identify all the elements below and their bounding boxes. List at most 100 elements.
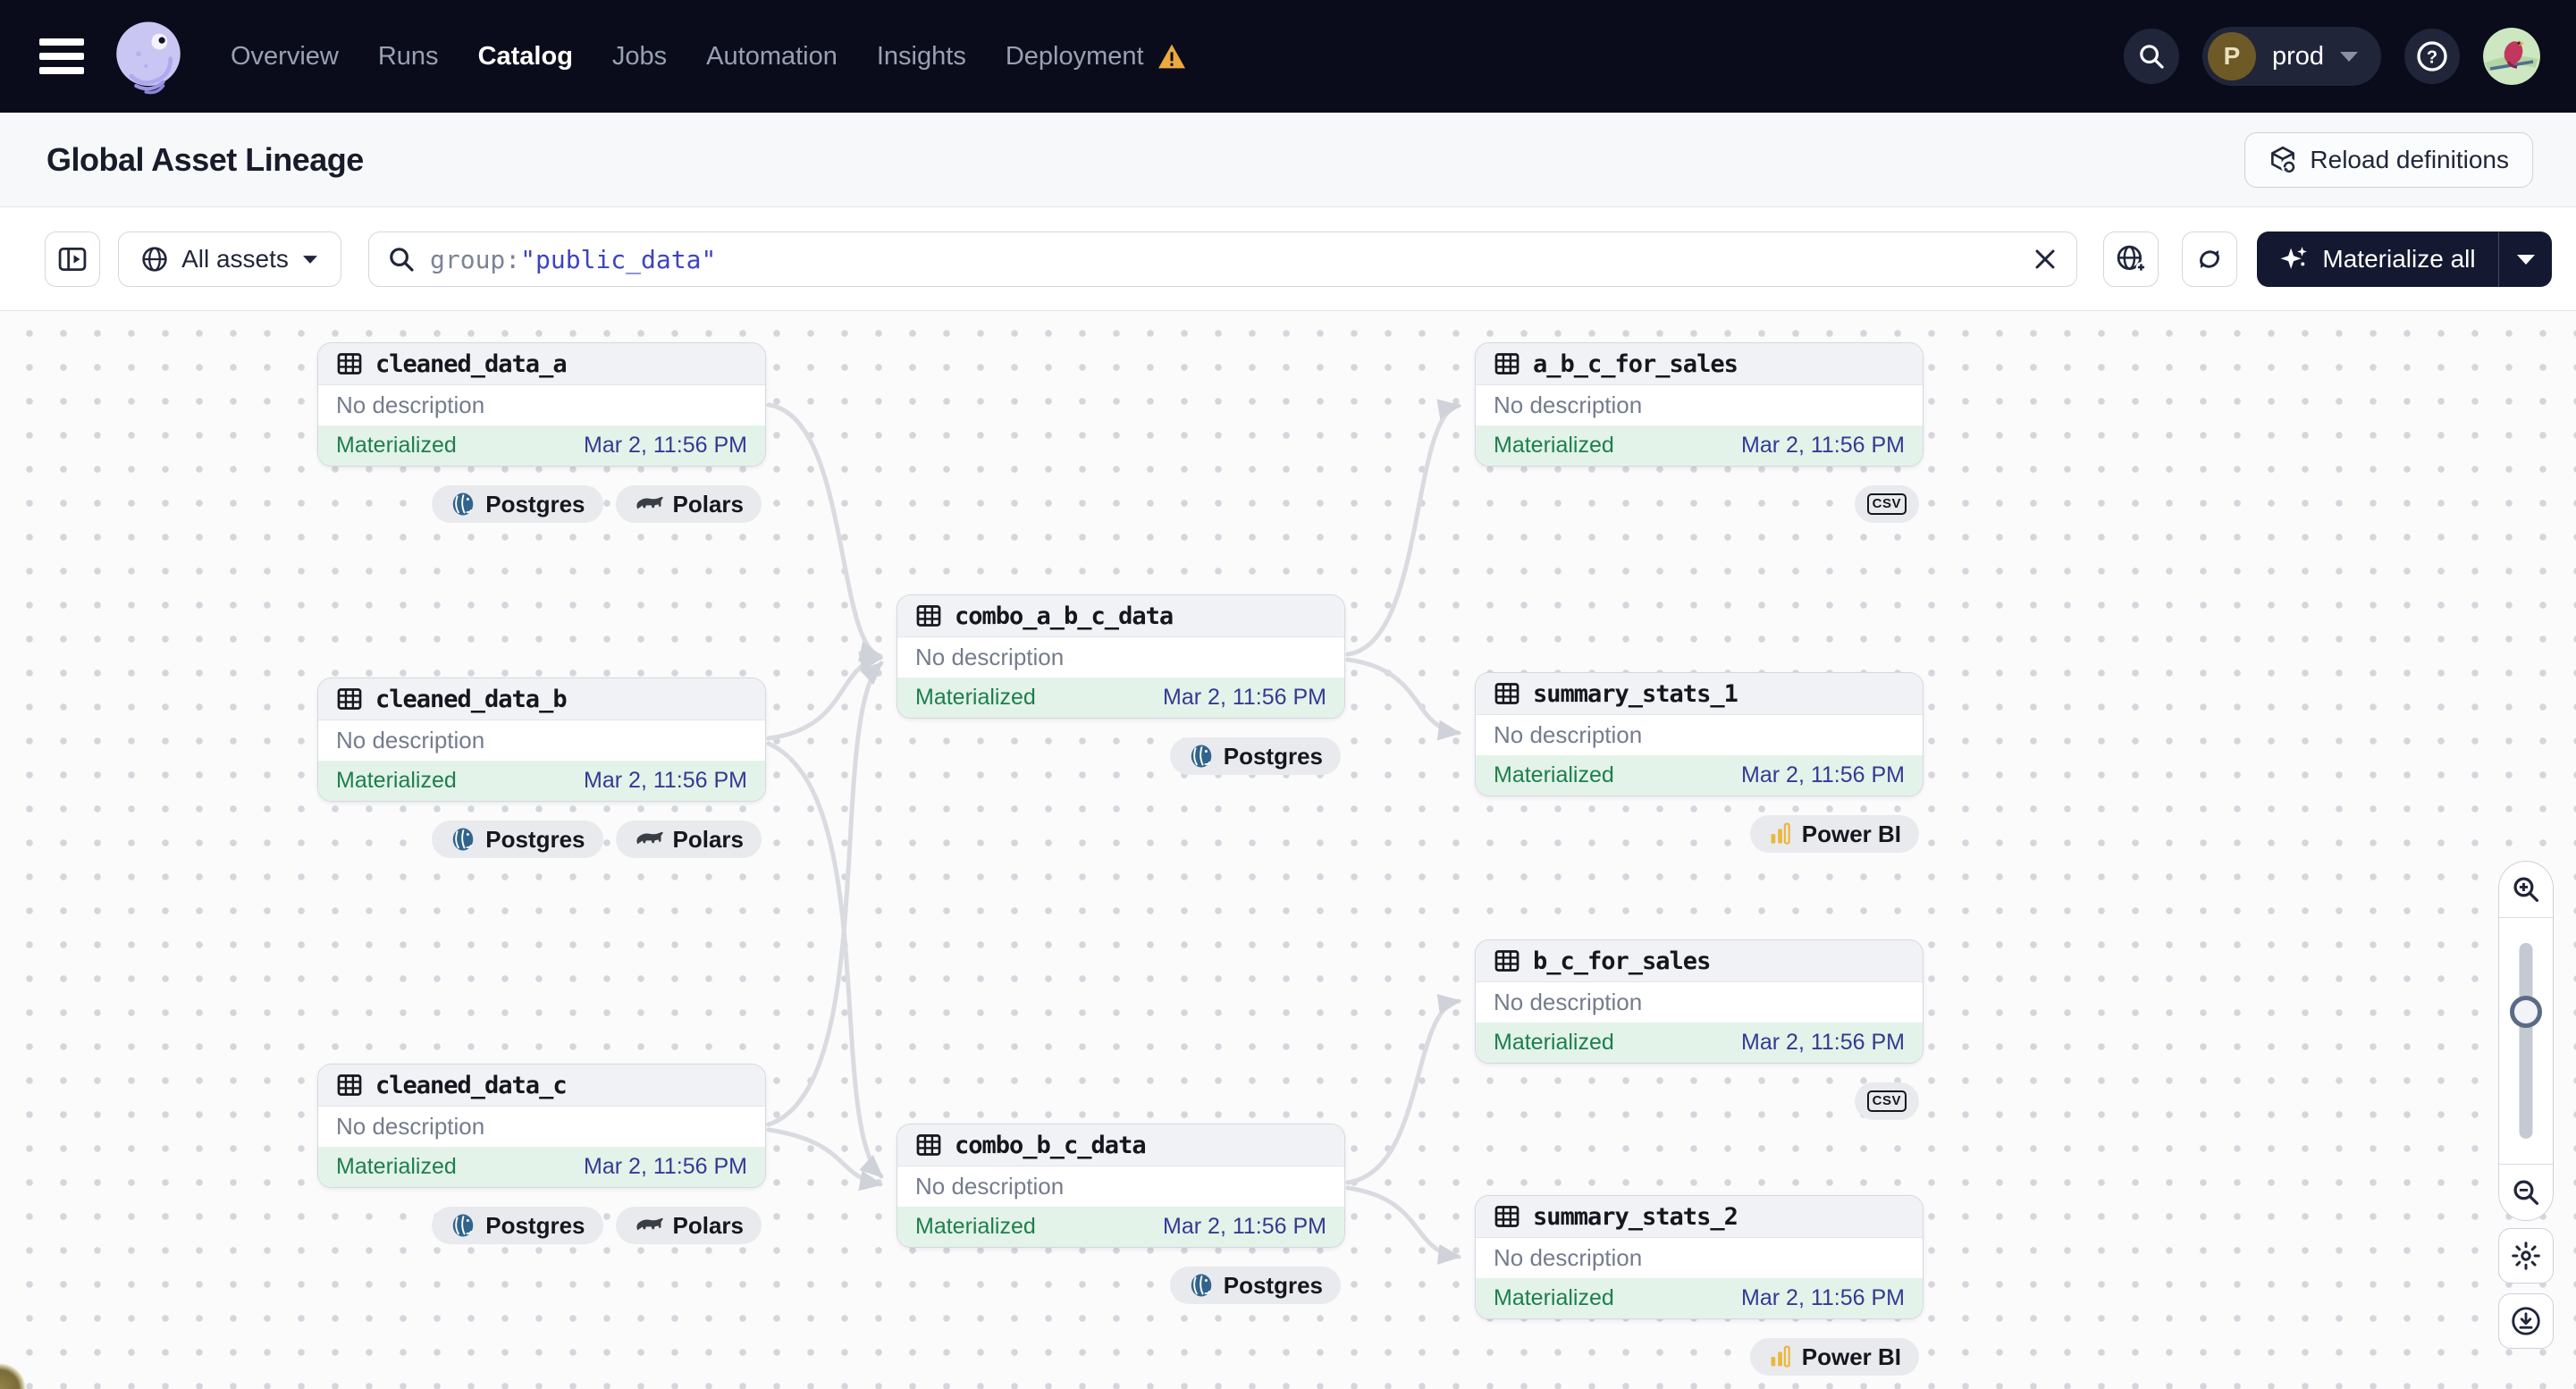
nav-item-catalog[interactable]: Catalog: [477, 41, 573, 71]
nav-links: Overview Runs Catalog Jobs Automation In…: [231, 42, 1187, 72]
nav-item-insights[interactable]: Insights: [876, 41, 966, 71]
nav-item-overview[interactable]: Overview: [231, 41, 339, 71]
tag-powerbi[interactable]: Power BI: [1749, 815, 1919, 853]
materialization-timestamp[interactable]: Mar 2, 11:56 PM: [584, 433, 747, 458]
dagster-logo[interactable]: [109, 17, 188, 96]
zoom-slider-thumb[interactable]: [2510, 996, 2542, 1028]
nav-item-deployment[interactable]: Deployment: [1006, 42, 1187, 72]
materialization-timestamp[interactable]: Mar 2, 11:56 PM: [1741, 433, 1905, 458]
nav-item-runs[interactable]: Runs: [377, 41, 439, 71]
asset-tags: Postgres Polars: [318, 821, 767, 858]
postgres-icon: [1191, 745, 1211, 768]
asset-node-combo-a-b-c-data[interactable]: combo_a_b_c_data No description Material…: [897, 594, 1345, 775]
tag-postgres[interactable]: Postgres: [432, 485, 603, 523]
asset-scope-dropdown[interactable]: All assets: [118, 232, 341, 287]
asset-node-summary-stats-1[interactable]: summary_stats_1 No description Materiali…: [1475, 672, 1924, 853]
asset-name: cleaned_data_a: [375, 349, 568, 378]
environment-switcher[interactable]: P prod: [2201, 27, 2381, 86]
reload-definitions-button[interactable]: Reload definitions: [2244, 132, 2533, 188]
tag-polars[interactable]: Polars: [615, 821, 762, 858]
table-icon: [1494, 353, 1520, 375]
status-badge: Materialized: [1494, 762, 1614, 787]
materialize-options-button[interactable]: [2498, 232, 2552, 287]
asset-node-a-b-c-for-sales[interactable]: a_b_c_for_sales No description Materiali…: [1475, 342, 1924, 523]
materialization-timestamp[interactable]: Mar 2, 11:56 PM: [584, 768, 747, 793]
open-panel-button[interactable]: [45, 232, 100, 287]
asset-search-input[interactable]: group:"public_data": [368, 232, 2077, 287]
asset-description: No description: [1494, 721, 1643, 748]
status-badge: Materialized: [915, 685, 1036, 710]
tag-polars[interactable]: Polars: [615, 1207, 762, 1244]
materialization-timestamp[interactable]: Mar 2, 11:56 PM: [1163, 1214, 1326, 1239]
table-icon: [1494, 950, 1520, 972]
edge-a-to-abc: [766, 402, 883, 662]
materialization-timestamp[interactable]: Mar 2, 11:56 PM: [1741, 762, 1905, 787]
status-badge: Materialized: [336, 768, 457, 793]
panel-toggle-icon: [58, 248, 87, 271]
asset-node-b-c-for-sales[interactable]: b_c_for_sales No description Materialize…: [1475, 939, 1924, 1120]
asset-description: No description: [336, 391, 485, 418]
tag-label: Postgres: [485, 825, 585, 853]
search-button[interactable]: [2123, 29, 2179, 84]
clear-search-icon[interactable]: [2032, 246, 2058, 273]
tag-label: Polars: [672, 490, 745, 518]
search-query: group:"public_data": [430, 245, 716, 274]
asset-name: cleaned_data_b: [375, 685, 568, 713]
nav-item-automation[interactable]: Automation: [706, 41, 838, 71]
tag-polars[interactable]: Polars: [615, 485, 762, 523]
zoom-in-button[interactable]: [2499, 862, 2553, 917]
materialization-timestamp[interactable]: Mar 2, 11:56 PM: [1741, 1285, 1905, 1310]
asset-node-combo-b-c-data[interactable]: combo_b_c_data No description Materializ…: [897, 1124, 1345, 1304]
refresh-graph-button[interactable]: [2182, 232, 2237, 287]
tag-postgres[interactable]: Postgres: [1169, 737, 1341, 775]
asset-description: No description: [915, 1173, 1065, 1200]
csv-icon: CSV: [1866, 1090, 1907, 1112]
asset-name: combo_b_c_data: [955, 1131, 1147, 1159]
tag-csv[interactable]: CSV: [1854, 485, 1919, 523]
materialize-all-label: Materialize all: [2322, 245, 2476, 273]
lineage-toolbar: All assets group:"public_data": [0, 207, 2576, 311]
graph-settings-button[interactable]: [2498, 1228, 2554, 1284]
tag-postgres[interactable]: Postgres: [432, 821, 603, 858]
status-badge: Materialized: [915, 1214, 1036, 1239]
tag-powerbi[interactable]: Power BI: [1749, 1338, 1919, 1376]
materialize-all-main[interactable]: Materialize all: [2257, 244, 2498, 274]
materialization-timestamp[interactable]: Mar 2, 11:56 PM: [584, 1154, 747, 1179]
asset-node-cleaned-data-b[interactable]: cleaned_data_b No description Materializ…: [317, 678, 766, 858]
tag-label: Postgres: [485, 1211, 585, 1239]
status-badge: Materialized: [1494, 1030, 1614, 1055]
postgres-icon: [1191, 1274, 1211, 1297]
edge-bc-to-stats2: [1345, 1185, 1461, 1265]
zoom-out-button[interactable]: [2499, 1165, 2553, 1220]
reload-definitions-label: Reload definitions: [2310, 146, 2509, 173]
table-icon: [337, 353, 362, 375]
corner-artifact: [0, 1362, 32, 1389]
tag-csv[interactable]: CSV: [1854, 1082, 1919, 1120]
status-badge: Materialized: [336, 433, 457, 458]
asset-node-cleaned-data-c[interactable]: cleaned_data_c No description Materializ…: [317, 1064, 766, 1244]
asset-name: summary_stats_2: [1533, 1202, 1738, 1231]
status-badge: Materialized: [1494, 1285, 1614, 1310]
asset-name: b_c_for_sales: [1533, 947, 1711, 975]
tag-postgres[interactable]: Postgres: [1169, 1267, 1341, 1304]
download-graph-button[interactable]: [2498, 1293, 2554, 1349]
asset-node-cleaned-data-a[interactable]: cleaned_data_a No description Materializ…: [317, 342, 766, 523]
asset-status-bar: Materialized Mar 2, 11:56 PM: [897, 678, 1344, 718]
asset-scope-label: All assets: [181, 245, 289, 273]
materialization-timestamp[interactable]: Mar 2, 11:56 PM: [1741, 1030, 1905, 1055]
menu-icon[interactable]: [39, 38, 84, 74]
materialization-timestamp[interactable]: Mar 2, 11:56 PM: [1163, 685, 1326, 710]
asset-node-summary-stats-2[interactable]: summary_stats_2 No description Materiali…: [1475, 1195, 1924, 1376]
help-button[interactable]: ?: [2404, 29, 2460, 84]
polars-icon: [636, 831, 663, 845]
tag-postgres[interactable]: Postgres: [432, 1207, 603, 1244]
zoom-slider-track[interactable]: [2519, 943, 2533, 1139]
filter-scope-button[interactable]: [2103, 232, 2159, 287]
user-avatar[interactable]: [2483, 28, 2540, 85]
zoom-slider[interactable]: [2499, 918, 2553, 1164]
environment-name: prod: [2271, 41, 2324, 71]
nav-item-jobs[interactable]: Jobs: [611, 41, 668, 71]
asset-node-header: b_c_for_sales: [1476, 940, 1923, 982]
edge-c-to-abc: [766, 661, 884, 1127]
lineage-graph-canvas[interactable]: cleaned_data_a No description Materializ…: [0, 311, 2576, 1389]
